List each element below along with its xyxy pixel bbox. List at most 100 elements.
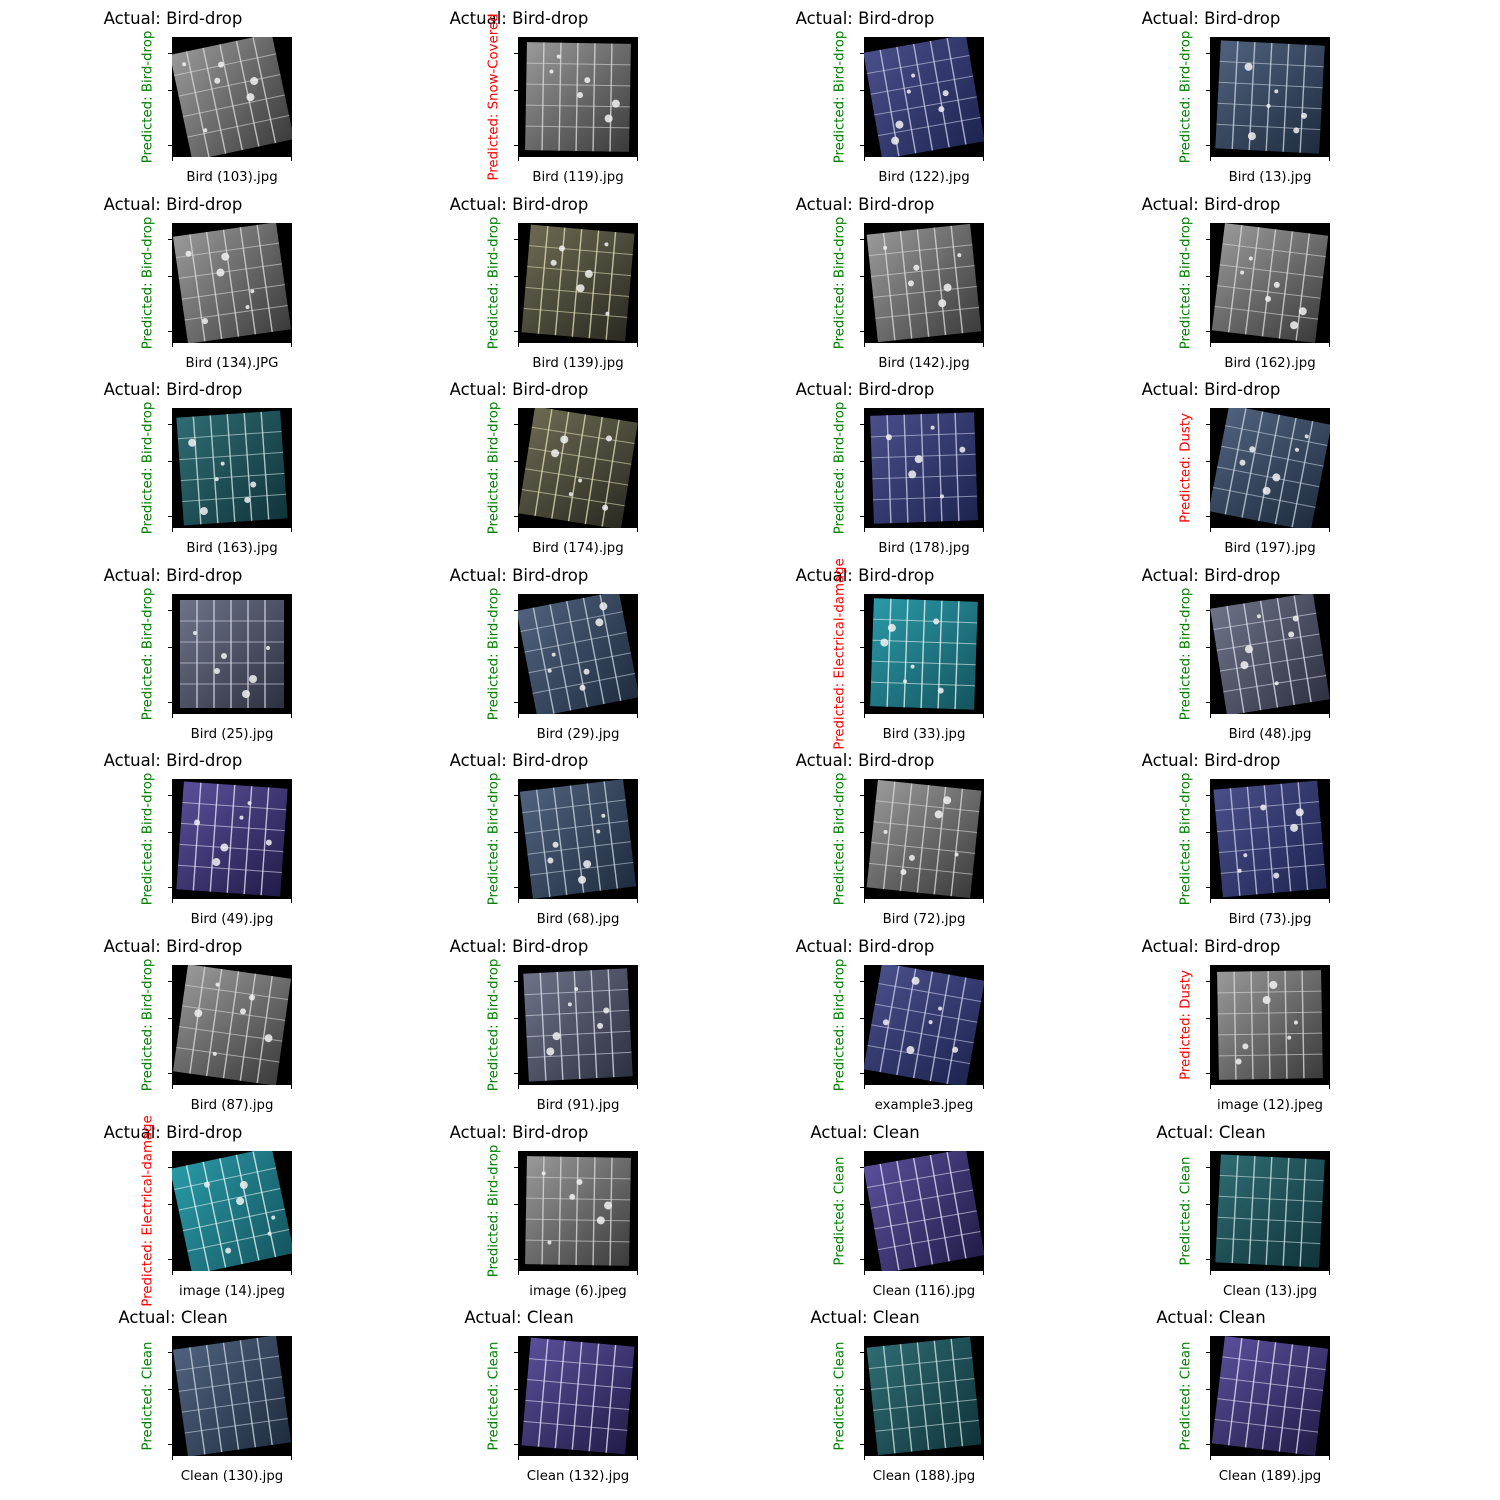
actual-label: Actual: Clean (810, 1123, 920, 1142)
solar-panel-photo-icon (518, 594, 638, 714)
y-tick (514, 1352, 518, 1353)
predicted-label: Predicted: Bird-drop (1178, 216, 1194, 350)
predicted-label: Predicted: Bird-drop (1178, 772, 1194, 906)
predicted-label: Predicted: Bird-drop (140, 958, 156, 1092)
predicted-label: Predicted: Bird-drop (486, 216, 502, 350)
file-name-label: Bird (142).jpg (878, 356, 970, 371)
predicted-label: Predicted: Bird-drop (140, 30, 156, 164)
x-tick (983, 1456, 984, 1460)
file-name-label: Bird (73).jpg (1228, 912, 1312, 927)
actual-label: Actual: Bird-drop (449, 195, 589, 214)
x-tick (864, 528, 865, 532)
panel-image (180, 600, 284, 708)
x-tick (1329, 899, 1330, 903)
solar-panel-photo-icon (864, 408, 984, 528)
file-name-label: Bird (174).jpg (532, 541, 624, 556)
y-tick (1206, 53, 1210, 54)
x-tick (983, 1271, 984, 1275)
x-tick (864, 157, 865, 161)
actual-label: Actual: Bird-drop (795, 380, 935, 399)
actual-label: Actual: Bird-drop (449, 566, 589, 585)
actual-label: Actual: Bird-drop (449, 937, 589, 956)
subplot-panel: Actual: Bird-drop Predicted: Bird-drop ima… (346, 1114, 692, 1300)
y-tick (1206, 1259, 1210, 1260)
y-tick (514, 145, 518, 146)
x-tick (1329, 714, 1330, 718)
y-tick (168, 647, 172, 648)
y-tick (168, 702, 172, 703)
subplot-panel: Actual: Bird-drop Predicted: Bird-drop Bir… (346, 557, 692, 743)
x-tick (637, 343, 638, 347)
y-tick (1206, 702, 1210, 703)
predicted-label: Predicted: Bird-drop (832, 772, 848, 906)
file-name-label: Clean (116).jpg (872, 1284, 976, 1299)
actual-label: Actual: Bird-drop (449, 9, 589, 28)
x-tick (1210, 343, 1211, 347)
y-tick (860, 1389, 864, 1390)
file-name-label: Bird (49).jpg (190, 912, 274, 927)
x-tick (983, 1085, 984, 1089)
subplot-panel: Actual: Bird-drop Predicted: Dusty Bird (1… (1038, 371, 1384, 557)
panel-image (521, 224, 635, 342)
y-tick (168, 887, 172, 888)
y-tick (168, 145, 172, 146)
panel-image (521, 1337, 635, 1455)
predicted-label: Predicted: Bird-drop (140, 772, 156, 906)
x-tick (864, 714, 865, 718)
y-tick (1206, 1444, 1210, 1445)
predicted-label: Predicted: Clean (1178, 1341, 1194, 1451)
solar-panel-photo-icon (1210, 1336, 1330, 1456)
x-tick (864, 1085, 865, 1089)
x-tick (1210, 714, 1211, 718)
actual-label: Actual: Bird-drop (449, 1123, 589, 1142)
subplot-panel: Actual: Bird-drop Predicted: Bird-drop Bir… (1038, 0, 1384, 186)
subplot-panel: Actual: Bird-drop Predicted: Electrical-d… (0, 1114, 346, 1307)
solar-panel-photo-icon (518, 965, 638, 1085)
panel-image (523, 968, 633, 1082)
actual-label: Actual: Bird-drop (1141, 195, 1281, 214)
subplot-panel: Actual: Bird-drop Predicted: Electrical-d… (692, 557, 1038, 750)
solar-panel-photo-icon (864, 223, 984, 343)
x-tick (172, 1456, 173, 1460)
x-tick (291, 1271, 292, 1275)
file-name-label: Bird (33).jpg (882, 727, 966, 742)
actual-label: Actual: Bird-drop (1141, 566, 1281, 585)
y-tick (514, 1204, 518, 1205)
file-name-label: Bird (87).jpg (190, 1098, 274, 1113)
x-tick (983, 343, 984, 347)
y-tick (514, 887, 518, 888)
predicted-label: Predicted: Bird-drop (832, 30, 848, 164)
y-tick (168, 832, 172, 833)
actual-label: Actual: Bird-drop (795, 937, 935, 956)
file-name-label: Bird (139).jpg (532, 356, 624, 371)
y-tick (860, 1352, 864, 1353)
actual-label: Actual: Bird-drop (103, 566, 243, 585)
y-tick (860, 1167, 864, 1168)
file-name-label: Clean (13).jpg (1222, 1284, 1318, 1299)
y-tick (168, 981, 172, 982)
x-tick (172, 528, 173, 532)
predicted-label: Predicted: Clean (832, 1156, 848, 1266)
x-tick (518, 899, 519, 903)
x-tick (291, 1085, 292, 1089)
file-name-label: Bird (134).JPG (185, 356, 279, 371)
y-tick (1206, 239, 1210, 240)
y-tick (168, 1259, 172, 1260)
file-name-label: Bird (162).jpg (1224, 356, 1316, 371)
predicted-label: Predicted: Clean (1178, 1156, 1194, 1266)
y-tick (1206, 145, 1210, 146)
x-tick (172, 157, 173, 161)
y-tick (860, 981, 864, 982)
subplot-panel: Actual: Bird-drop Predicted: Bird-drop Bir… (0, 557, 346, 743)
x-tick (172, 1085, 173, 1089)
y-tick (860, 424, 864, 425)
x-tick (1210, 528, 1211, 532)
actual-label: Actual: Bird-drop (103, 195, 243, 214)
y-tick (1206, 516, 1210, 517)
y-tick (1206, 1389, 1210, 1390)
solar-panel-photo-icon (864, 779, 984, 899)
file-name-label: Clean (132).jpg (526, 1469, 630, 1484)
solar-panel-photo-icon (1210, 408, 1330, 528)
predicted-label: Predicted: Electrical-damage (140, 1115, 156, 1307)
